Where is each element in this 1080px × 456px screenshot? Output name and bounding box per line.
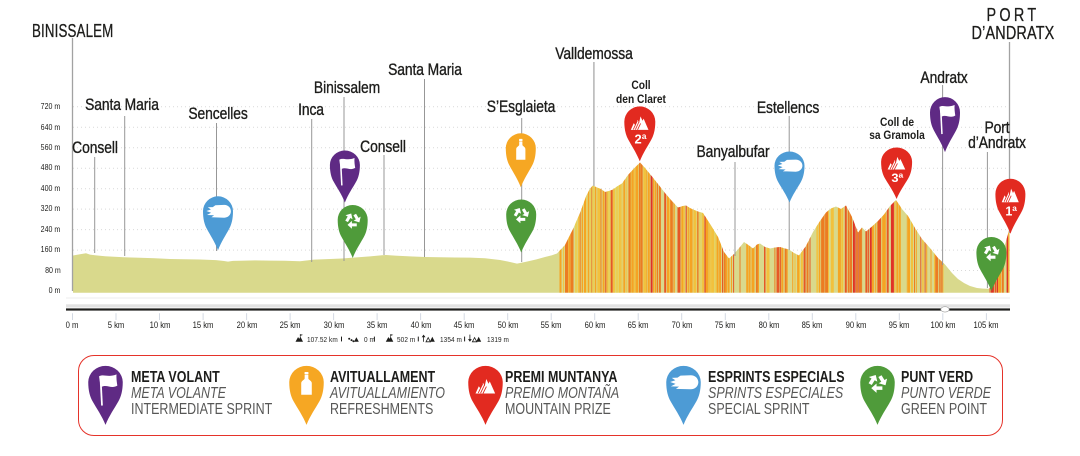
svg-text:1ª: 1ª xyxy=(1005,204,1017,218)
svg-text:2ª: 2ª xyxy=(635,131,647,146)
svg-text:3ª: 3ª xyxy=(891,171,903,184)
